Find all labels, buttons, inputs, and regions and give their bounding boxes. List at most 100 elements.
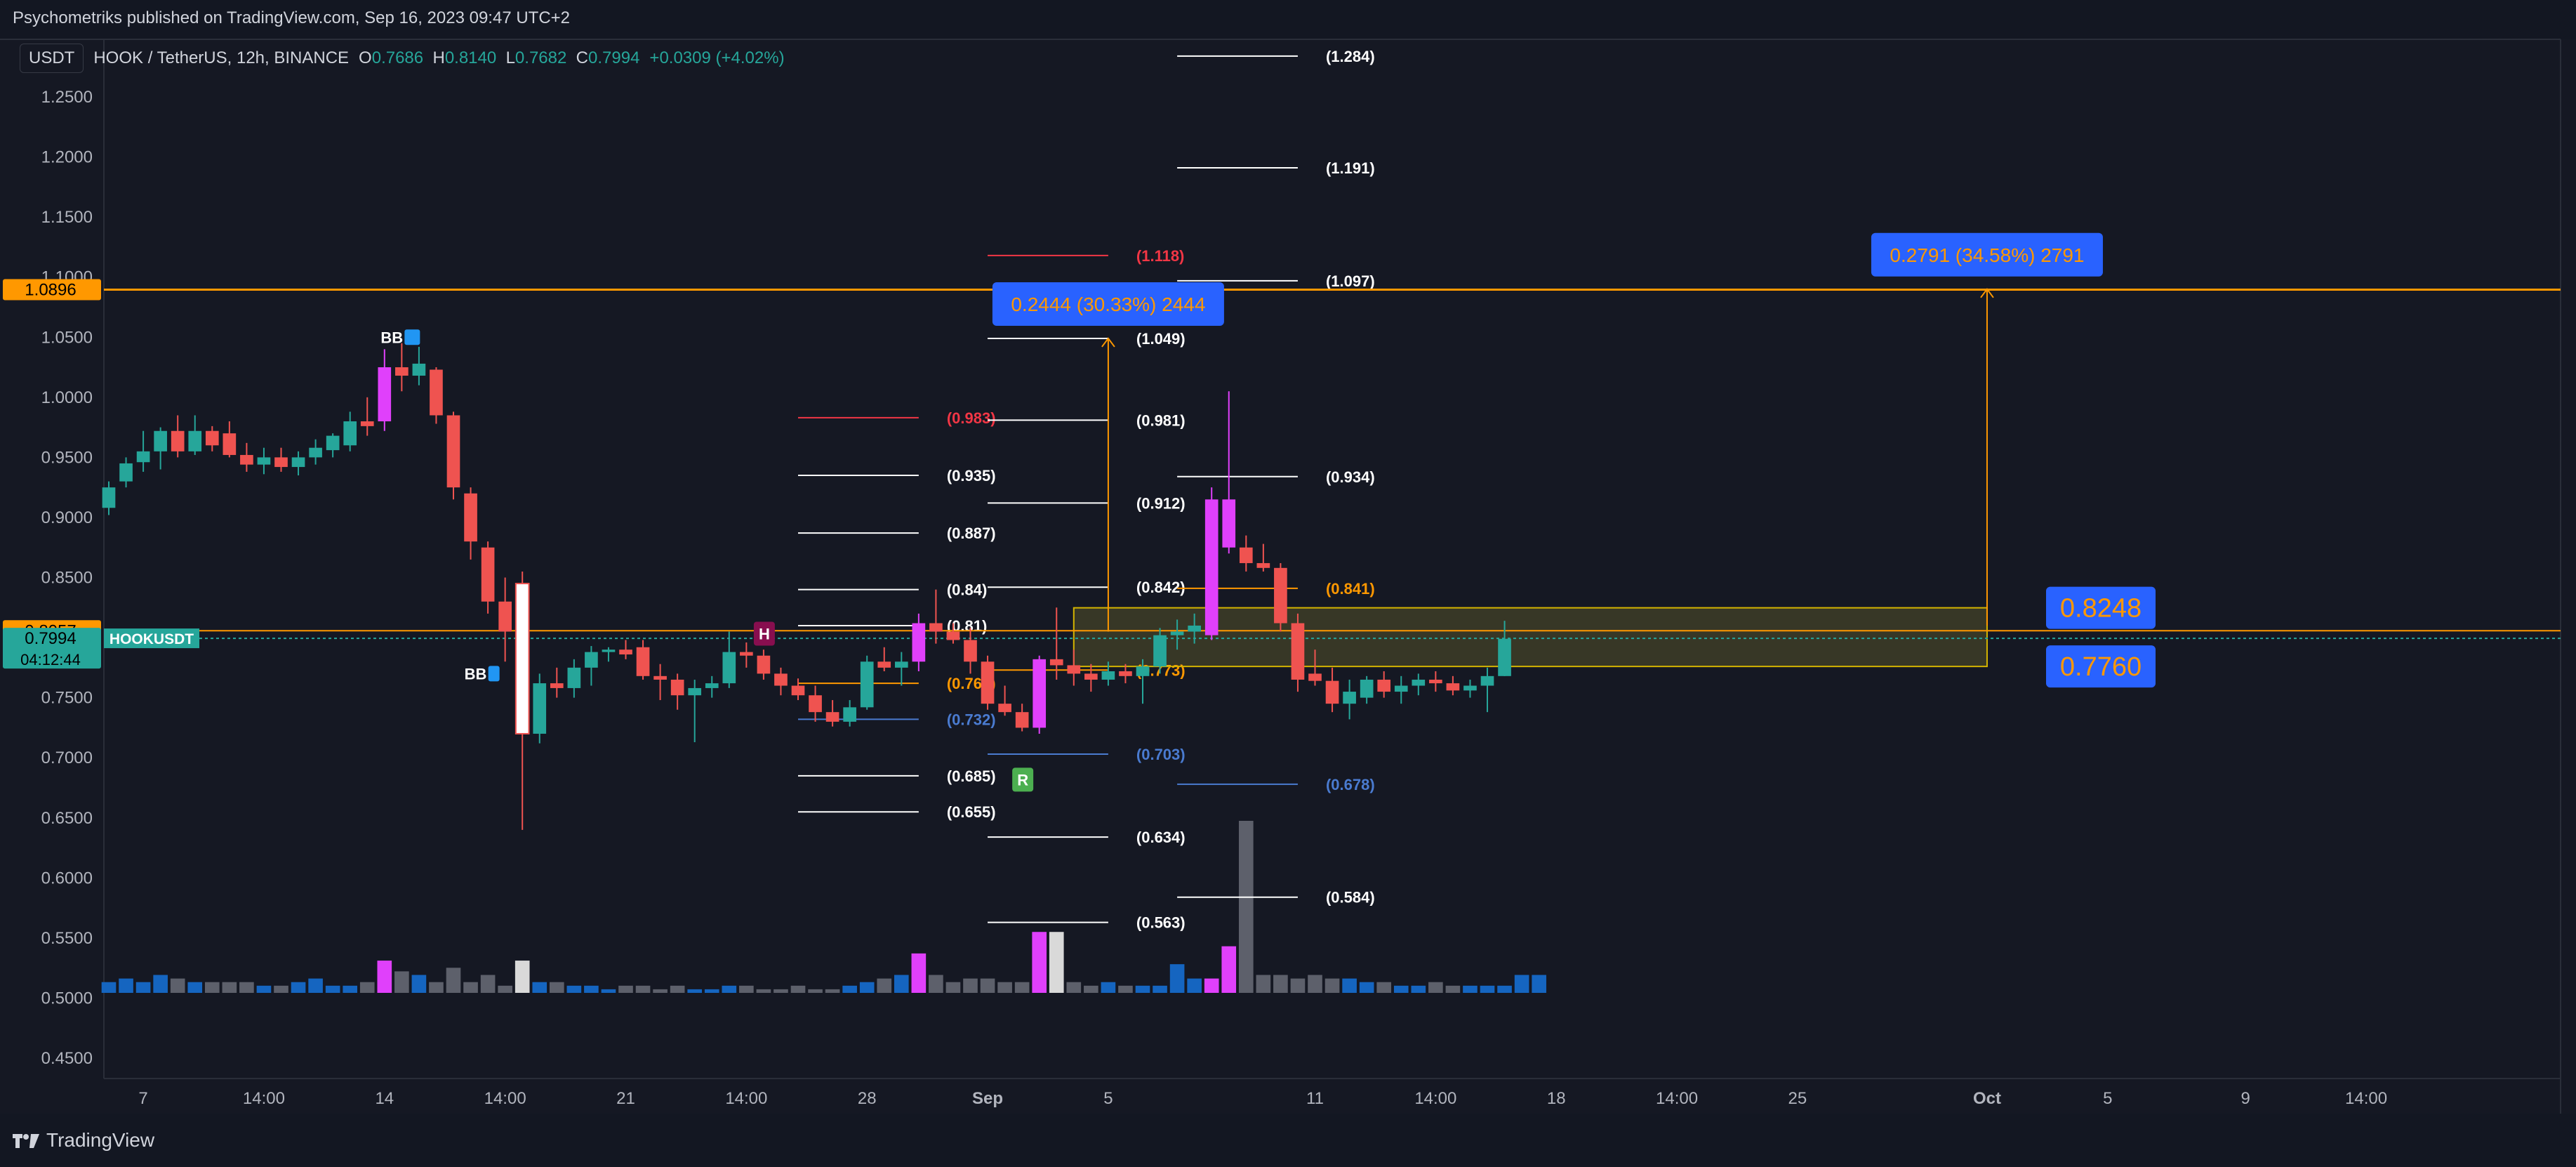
volume-bar — [997, 982, 1012, 993]
volume-bar — [670, 985, 685, 993]
fib-level-label: (0.842) — [1136, 579, 1186, 596]
candle-body — [636, 647, 650, 676]
candle-body — [1101, 671, 1115, 680]
candle-body — [412, 363, 426, 376]
candle-body — [1446, 683, 1460, 691]
volume-bar — [1480, 985, 1495, 993]
close-value: 0.7994 — [588, 48, 640, 67]
candle-body — [1239, 547, 1253, 563]
candle-body — [430, 369, 443, 416]
candle-body — [1153, 635, 1167, 667]
r-marker: R — [1017, 771, 1028, 789]
candle-body — [1291, 623, 1305, 680]
volume-bar — [429, 982, 444, 993]
low-label: L — [505, 48, 515, 67]
volume-bar — [1393, 985, 1409, 993]
candle-body — [464, 493, 477, 542]
symbol-info[interactable]: HOOK / TetherUS, 12h, BINANCE — [93, 48, 350, 67]
volume-bar — [963, 978, 978, 993]
volume-bar — [1084, 985, 1098, 993]
x-tick-label: 14:00 — [243, 1089, 285, 1108]
high-value: 0.8140 — [444, 48, 497, 67]
candle-body — [877, 661, 891, 668]
candle-body — [981, 661, 995, 704]
volume-bar — [1032, 932, 1047, 993]
fib-level-label: (0.84) — [947, 581, 987, 599]
volume-bar — [945, 982, 961, 993]
fib-level-label: (1.284) — [1326, 48, 1375, 65]
symbol-tag — [104, 628, 199, 649]
chart-area[interactable] — [0, 39, 2576, 1114]
candle-body — [136, 451, 150, 463]
candle-body — [705, 683, 719, 688]
zone-price-label: 0.7760 — [2060, 652, 2142, 682]
x-tick-label: 18 — [1547, 1089, 1566, 1108]
volume-bar — [325, 985, 340, 993]
y-tick-label: 0.4500 — [41, 1049, 93, 1068]
low-value: 0.7682 — [514, 48, 567, 67]
candle-body — [119, 463, 133, 482]
volume-bar — [1324, 978, 1340, 993]
candle-body — [481, 547, 495, 602]
volume-bar — [153, 975, 168, 993]
fib-level-label: (1.191) — [1326, 159, 1375, 177]
candle-body — [1360, 679, 1374, 698]
fib-level-label: (0.841) — [1326, 580, 1375, 598]
zone-price-box — [2046, 645, 2156, 688]
candle-body — [774, 673, 788, 686]
countdown-label: 04:12:44 — [20, 651, 81, 668]
volume-bar — [1376, 982, 1392, 993]
bb-up-icon — [404, 329, 420, 345]
open-value: 0.7686 — [371, 48, 424, 67]
x-tick-label: Oct — [1973, 1089, 2001, 1108]
volume-bar — [274, 985, 288, 993]
volume-bar — [1445, 985, 1461, 993]
candle-body — [757, 655, 771, 674]
volume-bar — [1342, 978, 1357, 993]
volume-bar — [929, 975, 943, 993]
volume-bar — [377, 961, 392, 993]
volume-bar — [790, 985, 806, 993]
volume-bar — [291, 982, 306, 993]
y-tick-label: 0.5000 — [41, 989, 93, 1008]
measure-label: 0.2444 (30.33%) 2444 — [1011, 294, 1205, 315]
fib-level-label: (0.563) — [1136, 914, 1186, 932]
volume-bar — [1514, 975, 1529, 993]
candle-body — [223, 433, 237, 455]
volume-bar — [1308, 975, 1322, 993]
fib-level-label: (0.655) — [947, 803, 996, 821]
fib-level-label: (0.934) — [1326, 468, 1375, 486]
volume-bar — [635, 985, 651, 993]
zone-price-label: 0.8248 — [2060, 594, 2142, 624]
volume-bar — [825, 989, 840, 993]
tradingview-icon — [13, 1134, 39, 1148]
close-label: C — [576, 48, 589, 67]
currency-button[interactable]: USDT — [20, 44, 84, 73]
volume-bar — [1169, 964, 1185, 993]
candle-body — [309, 447, 322, 458]
h-marker-box — [753, 621, 775, 646]
x-tick-label: 14:00 — [2345, 1089, 2387, 1108]
candle-body — [1325, 680, 1339, 704]
y-tick-label: 0.8500 — [41, 569, 93, 588]
tradingview-logo[interactable]: TradingView — [13, 1129, 154, 1152]
candle-body — [550, 683, 564, 688]
x-tick-label: 5 — [1103, 1089, 1113, 1108]
fib-level-label: (0.935) — [947, 467, 996, 484]
volume-bar — [1497, 985, 1512, 993]
volume-bar — [911, 953, 927, 993]
y-tick-label: 0.9500 — [41, 448, 93, 467]
volume-bar — [584, 985, 599, 993]
fib-level-label: (1.118) — [1136, 247, 1185, 265]
volume-bar — [119, 978, 133, 993]
candle-body — [1394, 685, 1408, 692]
y-tick-label: 0.5500 — [41, 929, 93, 948]
candle-body — [533, 683, 547, 734]
candle-body — [1015, 712, 1029, 728]
volume-bar — [308, 978, 323, 993]
candle-body — [1067, 665, 1081, 674]
y-tick-label: 1.2500 — [41, 88, 93, 107]
candle-body — [514, 583, 530, 734]
candle-body — [567, 667, 581, 688]
